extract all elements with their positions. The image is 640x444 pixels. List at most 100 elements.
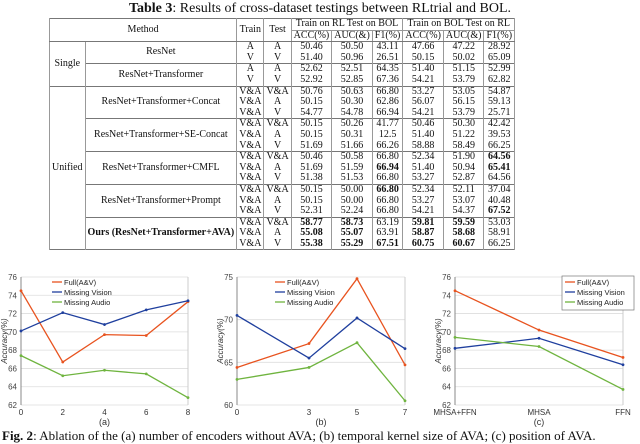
- y-tick-label: 68: [442, 346, 451, 355]
- x-tick-label: MHSA+FFN: [433, 408, 477, 417]
- test-cell: V: [263, 238, 292, 250]
- test-cell: V&A: [263, 118, 292, 130]
- y-tick-label: 60: [224, 401, 233, 410]
- value-cell: 50.15: [290, 195, 333, 207]
- table-row: V V 52.92 52.85 67.36 54.21 53.79 62.82: [50, 74, 516, 87]
- method-name: ResNet+Transformer+Concat: [84, 85, 238, 119]
- value-cell: 52.87: [442, 172, 485, 185]
- value-cell: 47.66: [402, 41, 444, 53]
- subfigure-label: (a): [99, 417, 110, 427]
- value-cell: 28.92: [483, 41, 516, 53]
- test-cell: A: [263, 195, 292, 207]
- y-tick-label: 72: [8, 310, 17, 319]
- x-tick-label: 0: [19, 408, 24, 417]
- value-cell: 51.22: [442, 129, 485, 141]
- value-cell: 53.05: [442, 85, 485, 98]
- table-row: V&A V 51.38 51.53 66.80 53.27 52.87 64.56: [50, 172, 516, 185]
- data-point: [621, 363, 625, 367]
- value-cell: 51.40: [402, 162, 444, 174]
- y-axis-label: Accuracy(%): [434, 318, 443, 365]
- data-point: [403, 399, 407, 403]
- value-cell: 58.68: [442, 228, 485, 239]
- y-tick-label: 62: [442, 401, 451, 410]
- value-cell: 50.94: [442, 162, 485, 174]
- train-cell: V&A: [236, 107, 265, 119]
- value-cell: 52.34: [402, 151, 444, 163]
- value-cell: 59.81: [402, 216, 444, 229]
- subfigure-label: (c): [534, 417, 545, 427]
- data-point: [355, 316, 359, 320]
- value-cell: 51.53: [331, 172, 373, 185]
- data-point: [537, 328, 541, 332]
- value-cell: 12.5: [371, 129, 404, 141]
- y-tick-label: 72: [442, 310, 451, 319]
- value-cell: 54.21: [402, 205, 444, 218]
- value-cell: 50.26: [331, 118, 373, 130]
- y-tick-label: 70: [224, 316, 233, 325]
- value-cell: 64.56: [483, 172, 516, 185]
- value-cell: 52.34: [402, 183, 444, 196]
- group-header: Train on RL Test on BOL: [290, 18, 404, 31]
- value-cell: 60.75: [402, 238, 444, 250]
- value-cell: 37.04: [483, 183, 516, 196]
- value-cell: 47.22: [442, 41, 485, 53]
- section-label: Unified: [49, 85, 86, 250]
- x-tick-label: 5: [355, 408, 360, 417]
- value-cell: 50.15: [290, 129, 333, 141]
- y-tick-label: 64: [8, 383, 17, 392]
- table-row: V V 51.40 50.96 26.51 50.15 50.02 65.09: [50, 52, 516, 64]
- test-cell: A: [263, 129, 292, 141]
- data-point: [307, 356, 311, 360]
- y-tick-label: 62: [8, 401, 17, 410]
- y-tick-label: 70: [8, 328, 17, 337]
- value-cell: 67.36: [371, 74, 404, 87]
- value-cell: 66.80: [371, 172, 404, 185]
- value-cell: 58.49: [442, 140, 485, 152]
- figure-caption: Fig. 2: Ablation of the (a) number of en…: [2, 428, 596, 444]
- data-point: [355, 277, 359, 281]
- data-point: [355, 341, 359, 345]
- data-point: [403, 363, 407, 367]
- value-cell: 66.26: [371, 140, 404, 152]
- test-cell: V: [263, 205, 292, 218]
- value-cell: 50.02: [442, 52, 485, 64]
- test-header: Test: [263, 18, 292, 43]
- metric-header: AUC(&): [331, 30, 373, 43]
- table-row: V&A V 54.77 54.78 66.94 54.21 53.79 25.71: [50, 107, 516, 119]
- value-cell: 51.90: [442, 151, 485, 163]
- value-cell: 51.59: [331, 162, 373, 174]
- data-point: [453, 289, 457, 293]
- table-label: Table 3: [128, 1, 173, 16]
- train-cell: V&A: [236, 172, 265, 185]
- value-cell: 58.73: [331, 216, 373, 229]
- test-cell: V: [263, 140, 292, 152]
- value-cell: 53.27: [402, 172, 444, 185]
- data-point: [103, 323, 106, 326]
- test-cell: V: [263, 74, 292, 87]
- legend-entry: Full(A&V): [577, 278, 610, 287]
- method-name: ResNet+Transformer+SE-Concat: [84, 118, 238, 152]
- train-cell: V: [236, 74, 265, 87]
- value-cell: 54.78: [331, 107, 373, 119]
- value-cell: 25.71: [483, 107, 516, 119]
- y-tick-label: 64: [442, 383, 451, 392]
- value-cell: 52.99: [483, 63, 516, 75]
- metric-header: AUC(&): [442, 30, 485, 43]
- series-line: [236, 341, 406, 402]
- method-header: Method: [48, 18, 238, 43]
- y-tick-label: 76: [8, 273, 17, 282]
- train-cell: V&A: [236, 129, 265, 141]
- value-cell: 52.62: [290, 63, 333, 75]
- value-cell: 55.29: [331, 238, 373, 250]
- legend-entry: Missing Audio: [577, 298, 623, 307]
- data-point: [144, 308, 148, 312]
- metric-header: ACC(%): [402, 30, 444, 43]
- value-cell: 50.30: [331, 97, 373, 108]
- x-tick-label: FFN: [615, 408, 631, 417]
- value-cell: 51.66: [331, 140, 373, 152]
- x-tick-label: 2: [61, 408, 66, 417]
- test-cell: V&A: [263, 183, 292, 196]
- data-point: [19, 329, 23, 333]
- x-tick-label: 8: [186, 408, 191, 417]
